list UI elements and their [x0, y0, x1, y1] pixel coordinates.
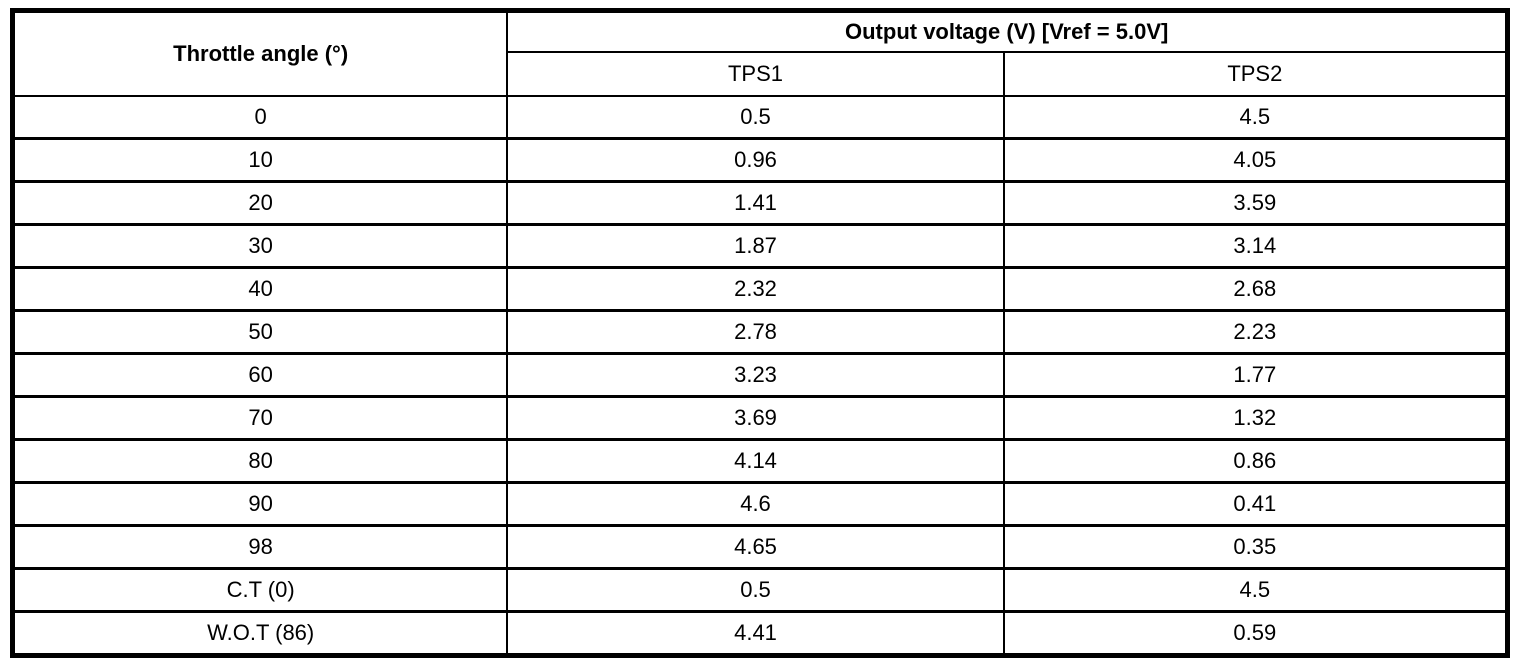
table-row: 20 1.41 3.59 — [11, 180, 1509, 226]
table-row: 60 3.23 1.77 — [11, 352, 1509, 398]
angle-cell: C.T (0) — [11, 567, 509, 613]
header-row-group: Throttle angle (°) Output voltage (V) [V… — [11, 9, 1509, 97]
throttle-angle-header: Throttle angle (°) — [11, 9, 509, 97]
table-row: 80 4.14 0.86 — [11, 438, 1509, 484]
table-row: 30 1.87 3.14 — [11, 223, 1509, 269]
angle-cell: 90 — [11, 481, 509, 527]
tps2-cell: 0.86 — [1002, 438, 1509, 484]
angle-cell: W.O.T (86) — [11, 610, 509, 657]
tps2-cell: 2.23 — [1002, 309, 1509, 355]
tps1-column-header: TPS1 — [506, 51, 1005, 97]
table-row: 40 2.32 2.68 — [11, 266, 1509, 312]
tps1-cell: 4.14 — [506, 438, 1005, 484]
tps1-cell: 0.5 — [506, 567, 1005, 613]
tps2-cell: 3.14 — [1002, 223, 1509, 269]
tps1-cell: 4.6 — [506, 481, 1005, 527]
tps1-cell: 4.41 — [506, 610, 1005, 657]
angle-cell: 80 — [11, 438, 509, 484]
angle-cell: 50 — [11, 309, 509, 355]
tps1-cell: 0.96 — [506, 137, 1005, 183]
tps2-cell: 4.5 — [1002, 567, 1509, 613]
tps2-cell: 0.35 — [1002, 524, 1509, 570]
table-row: 70 3.69 1.32 — [11, 395, 1509, 441]
tps1-cell: 2.78 — [506, 309, 1005, 355]
table-row: 10 0.96 4.05 — [11, 137, 1509, 183]
angle-cell: 98 — [11, 524, 509, 570]
header-row-sub: TPS1 TPS2 — [13, 51, 1509, 97]
tps1-cell: 2.32 — [506, 266, 1005, 312]
table-row: 90 4.6 0.41 — [11, 481, 1509, 527]
tps2-cell: 3.59 — [1002, 180, 1509, 226]
tps1-cell: 4.65 — [506, 524, 1005, 570]
angle-cell: 20 — [11, 180, 509, 226]
angle-cell: 0 — [11, 95, 509, 140]
tps2-cell: 0.59 — [1002, 610, 1509, 657]
angle-cell: 30 — [11, 223, 509, 269]
tps1-cell: 3.23 — [506, 352, 1005, 398]
table-row: C.T (0) 0.5 4.5 — [11, 567, 1509, 613]
angle-cell: 60 — [11, 352, 509, 398]
tps2-cell: 1.32 — [1002, 395, 1509, 441]
tps1-cell: 0.5 — [506, 95, 1005, 140]
tps2-cell: 4.05 — [1002, 137, 1509, 183]
table-row: 0 0.5 4.5 — [11, 95, 1509, 140]
throttle-tps-voltage-table: Throttle angle (°) Output voltage (V) [V… — [10, 8, 1510, 658]
tps2-cell: 0.41 — [1002, 481, 1509, 527]
tps1-cell: 1.87 — [506, 223, 1005, 269]
tps2-cell: 2.68 — [1002, 266, 1509, 312]
tps1-cell: 3.69 — [506, 395, 1005, 441]
output-voltage-group-header: Output voltage (V) [Vref = 5.0V] — [506, 9, 1509, 53]
tps2-cell: 4.5 — [1002, 95, 1509, 140]
tps1-cell: 1.41 — [506, 180, 1005, 226]
angle-cell: 10 — [11, 137, 509, 183]
table-row: 98 4.65 0.35 — [11, 524, 1509, 570]
angle-cell: 70 — [11, 395, 509, 441]
table-row: 50 2.78 2.23 — [11, 309, 1509, 355]
tps2-cell: 1.77 — [1002, 352, 1509, 398]
tps2-column-header: TPS2 — [1002, 51, 1509, 97]
angle-cell: 40 — [11, 266, 509, 312]
table-row: W.O.T (86) 4.41 0.59 — [11, 610, 1509, 657]
